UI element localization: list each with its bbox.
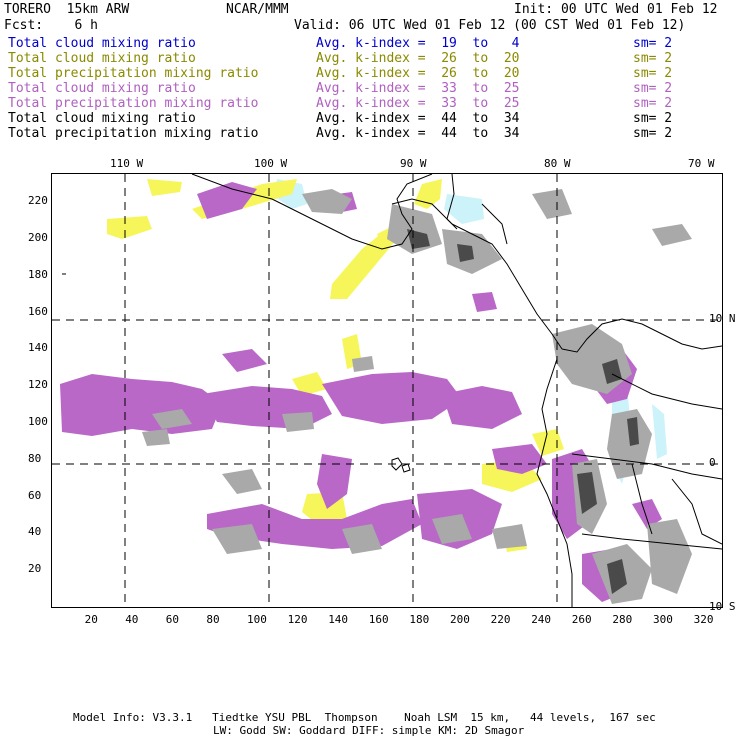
bottom-tick-label: 80	[206, 613, 220, 626]
left-tick-label: 80	[28, 451, 42, 465]
left-tick-label: 20	[28, 562, 42, 576]
legend-smoothing: sm= 2	[633, 66, 673, 81]
bottom-tick-label: 220	[490, 613, 511, 626]
bottom-tick-label: 60	[165, 613, 180, 626]
legend-row: Total cloud mixing ratio Avg. k-index = 4…	[8, 111, 728, 126]
legend-smoothing: sm= 2	[633, 36, 673, 51]
legend-row: Total precipitation mixing ratio Avg. k-i…	[8, 126, 728, 141]
bottom-tick-label: 160	[368, 613, 389, 626]
right-tick-0: 0	[709, 456, 716, 469]
bottom-tick-label: 260	[571, 613, 592, 626]
forecast-hour: Fcst: 6 h	[4, 18, 98, 33]
legend-row: Total precipitation mixing ratio Avg. k-i…	[8, 96, 728, 111]
cyan-cloud-layer	[274, 179, 667, 484]
left-tick-label: 140	[28, 341, 48, 355]
left-tick-label: 120	[28, 378, 48, 392]
bottom-tick-label: 140	[328, 613, 349, 626]
legend-kindex: Avg. k-index = 44 to 34	[316, 111, 520, 126]
right-tick-10n: 10 N	[709, 312, 736, 325]
center-label: NCAR/MMM	[226, 2, 289, 17]
init-time: Init: 00 UTC Wed 01 Feb 12	[514, 2, 718, 17]
coastlines	[62, 174, 722, 607]
legend-kindex: Avg. k-index = 44 to 34	[316, 126, 520, 141]
legend-field: Total precipitation mixing ratio	[8, 96, 259, 111]
header-row-1: TORERO 15km ARW NCAR/MMM Init: 00 UTC We…	[4, 2, 736, 17]
legend-row: Total cloud mixing ratio Avg. k-index = 2…	[8, 51, 728, 66]
legend-field: Total cloud mixing ratio	[8, 51, 196, 66]
left-tick-label: 160	[28, 304, 48, 318]
legend-field: Total precipitation mixing ratio	[8, 126, 259, 141]
legend-smoothing: sm= 2	[633, 111, 673, 126]
left-tick-label: 100	[28, 415, 48, 428]
model-title: TORERO 15km ARW	[4, 2, 130, 17]
legend-row: Total precipitation mixing ratio Avg. k-i…	[8, 66, 728, 81]
left-tick-label: 180	[28, 267, 48, 281]
model-info-line1: Model Info: V3.3.1 Tiedtke YSU PBL Thomp…	[73, 711, 656, 724]
legend-kindex: Avg. k-index = 26 to 20	[316, 66, 520, 81]
top-tick-80w: 80 W	[544, 157, 571, 170]
bottom-tick-label: 120	[287, 613, 308, 626]
legend-kindex: Avg. k-index = 26 to 20	[316, 51, 520, 66]
graticule	[52, 174, 722, 607]
legend-field: Total precipitation mixing ratio	[8, 66, 259, 81]
legend-smoothing: sm= 2	[633, 51, 673, 66]
legend-row: Total cloud mixing ratio Avg. k-index = 3…	[8, 81, 728, 96]
legend-smoothing: sm= 2	[633, 96, 673, 111]
legend-field: Total cloud mixing ratio	[8, 36, 196, 51]
legend-row: Total cloud mixing ratio Avg. k-index = 1…	[8, 36, 728, 51]
legend-kindex: Avg. k-index = 33 to 25	[316, 96, 520, 111]
legend-field: Total cloud mixing ratio	[8, 81, 196, 96]
bottom-tick-label: 100	[247, 613, 267, 626]
bottom-tick-label: 200	[450, 613, 470, 626]
legend-smoothing: sm= 2	[633, 126, 673, 141]
left-tick-label: 40	[28, 525, 42, 539]
model-info-line2: LW: Godd SW: Goddard DIFF: simple KM: 2D…	[213, 724, 525, 737]
bottom-tick-label: 280	[612, 613, 633, 626]
top-tick-110w: 110 W	[110, 157, 144, 170]
bottom-tick-label: 180	[409, 613, 430, 626]
legend-kindex: Avg. k-index = 33 to 25	[316, 81, 520, 96]
map-panel	[51, 173, 723, 608]
top-tick-70w: 70 W	[688, 157, 715, 170]
left-tick-label: 220	[28, 194, 48, 208]
bottom-tick-label: 20	[84, 613, 98, 626]
bottom-tick-label: 240	[531, 613, 552, 626]
map-canvas	[52, 174, 722, 607]
header-row-2: Fcst: 6 h Valid: 06 UTC Wed 01 Feb 12 (0…	[4, 18, 736, 33]
legend-field: Total cloud mixing ratio	[8, 111, 196, 126]
bottom-tick-label: 320	[693, 613, 714, 626]
left-tick-label: 60	[28, 488, 42, 502]
top-tick-90w: 90 W	[400, 157, 427, 170]
valid-time: Valid: 06 UTC Wed 01 Feb 12 (00 CST Wed …	[294, 18, 686, 33]
right-tick-10s: 10 S	[709, 600, 736, 613]
left-tick-label: 200	[28, 231, 48, 244]
top-tick-100w: 100 W	[254, 157, 288, 170]
legend-kindex: Avg. k-index = 19 to 4	[316, 36, 520, 51]
legend-smoothing: sm= 2	[633, 81, 673, 96]
bottom-tick-label: 40	[125, 613, 139, 626]
bottom-tick-label: 300	[653, 613, 673, 626]
